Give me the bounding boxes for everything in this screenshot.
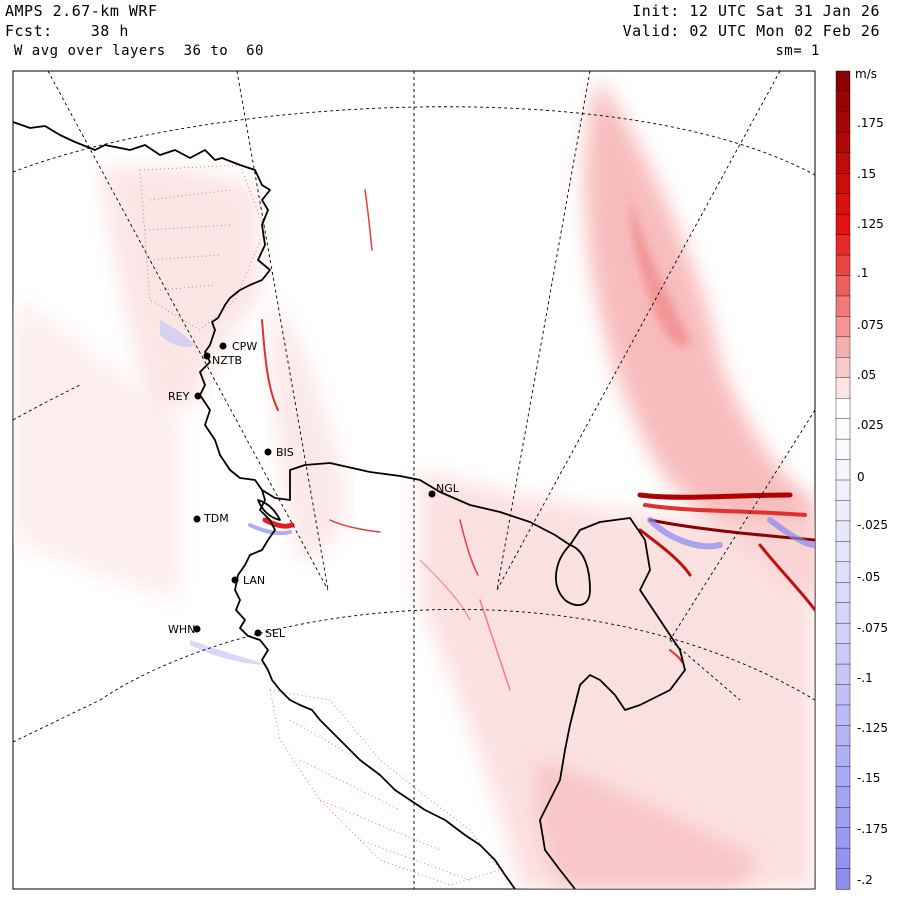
colorbar-tick-label: 0 [857, 470, 865, 484]
station-marker-ngl [428, 490, 436, 498]
colorbar-swatch [835, 622, 851, 645]
colorbar-swatch [835, 418, 851, 440]
valid-time: Valid: 02 UTC Mon 02 Feb 26 [622, 22, 880, 40]
colorbar-tick-label: -.025 [857, 518, 888, 532]
model-title: AMPS 2.67-km WRF [5, 2, 158, 20]
station-label-rey: REY [168, 390, 190, 403]
colorbar-swatch [835, 70, 851, 93]
colorbar-swatch [835, 398, 851, 420]
colorbar-tick-label: -.1 [857, 671, 873, 685]
colorbar-swatch [835, 316, 851, 338]
colorbar-tick-label: -.175 [857, 822, 888, 836]
smoothing-label: sm= 1 [775, 43, 820, 59]
mountain-wave-streaks [248, 189, 815, 691]
colorbar-swatch [835, 663, 851, 686]
colorbar-swatch [835, 173, 851, 195]
colorbar-swatch [835, 725, 851, 747]
station-marker-sel [254, 629, 262, 637]
colorbar-swatch [835, 684, 851, 706]
station-label-whn: WHN [168, 623, 195, 636]
field-description: W avg over layers 36 to 60 [5, 43, 264, 59]
colorbar-swatch [835, 643, 851, 665]
station-marker-lan [231, 576, 239, 584]
station-marker-cpw [219, 342, 227, 350]
colorbar-swatch [835, 336, 851, 359]
colorbar-swatch [835, 234, 851, 256]
colorbar-swatch [835, 541, 851, 563]
colorbar-swatch [835, 193, 851, 215]
colorbar: .175 .15 .125 .1 .075 .05 .025 0 -.025 -.05 -.075 -… [835, 70, 888, 890]
colorbar-swatch [835, 438, 851, 461]
colorbar-units: m/s [855, 67, 877, 81]
station-marker-bis [264, 448, 272, 456]
station-label-cpw: CPW [232, 340, 257, 353]
colorbar-tick-label: .125 [857, 217, 884, 231]
colorbar-tick-label: .025 [857, 418, 884, 432]
station-label-tdm: TDM [203, 512, 229, 525]
updraft-plume [584, 80, 815, 600]
colorbar-swatch [835, 827, 851, 849]
colorbar-tick-label: -.075 [857, 621, 888, 635]
station-label-sel: SEL [265, 627, 286, 640]
station-marker-whn [193, 625, 201, 633]
colorbar-swatch [835, 847, 851, 870]
colorbar-swatch [835, 111, 851, 134]
colorbar-swatch [835, 213, 851, 236]
vertical-velocity-field [15, 80, 815, 889]
colorbar-tick-label: -.05 [857, 570, 880, 584]
colorbar-swatch [835, 745, 851, 767]
colorbar-swatch [835, 766, 851, 788]
colorbar-tick-label: .075 [857, 318, 884, 332]
colorbar-swatch [835, 868, 851, 890]
colorbar-tick-label: -.15 [857, 771, 880, 785]
colorbar-swatch [835, 807, 851, 829]
station-label-lan: LAN [243, 574, 265, 587]
colorbar-swatch [835, 275, 851, 297]
colorbar-swatch [835, 91, 851, 113]
station-label-ngl: NGL [436, 482, 460, 495]
station-marker-tdm [193, 515, 201, 523]
colorbar-swatch [835, 500, 851, 522]
colorbar-swatch [835, 602, 851, 624]
colorbar-swatch [835, 520, 851, 543]
colorbar-tick-label: .175 [857, 116, 884, 130]
colorbar-tick-label: .1 [857, 266, 868, 280]
colorbar-swatch [835, 582, 851, 604]
colorbar-swatch [835, 459, 851, 481]
init-time: Init: 12 UTC Sat 31 Jan 26 [632, 2, 880, 20]
colorbar-swatch [835, 704, 851, 727]
colorbar-swatch [835, 357, 851, 379]
colorbar-swatch [835, 132, 851, 154]
colorbar-swatch [835, 479, 851, 502]
station-label-nztb: NZTB [212, 354, 242, 367]
colorbar-swatch [835, 295, 851, 318]
station-marker-nztb [203, 352, 211, 360]
colorbar-swatch [835, 152, 851, 174]
colorbar-swatch [835, 561, 851, 583]
colorbar-swatch [835, 254, 851, 277]
weak-updraft-band [420, 470, 815, 889]
colorbar-tick-label: -.125 [857, 721, 888, 735]
colorbar-tick-label: .15 [857, 167, 876, 181]
colorbar-tick-label: -.2 [857, 873, 873, 887]
colorbar-swatch [835, 786, 851, 808]
station-marker-rey [194, 392, 202, 400]
colorbar-swatch [835, 377, 851, 399]
lat-lon-grid [13, 71, 815, 889]
coastline [13, 121, 686, 889]
colorbar-tick-label: .05 [857, 368, 876, 382]
forecast-hour: Fcst: 38 h [5, 22, 129, 40]
station-label-bis: BIS [276, 446, 294, 459]
